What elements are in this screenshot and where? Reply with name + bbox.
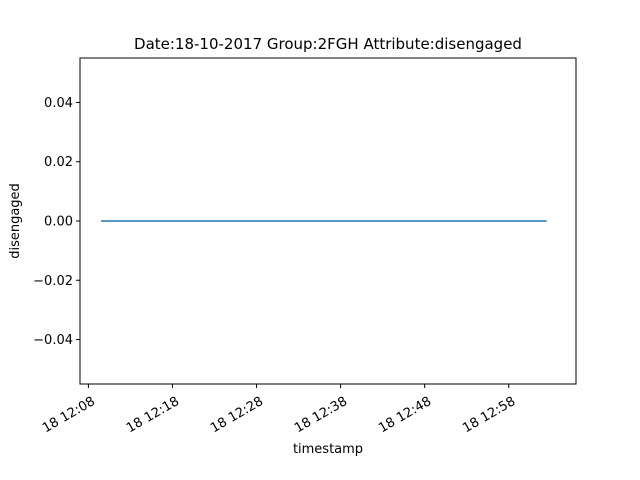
y-axis-label: disengaged bbox=[8, 183, 23, 259]
chart-title: Date:18-10-2017 Group:2FGH Attribute:dis… bbox=[134, 35, 522, 53]
axes-frame bbox=[79, 57, 577, 385]
y-tick-label: 0.04 bbox=[44, 96, 73, 111]
y-tick-label: 0.00 bbox=[44, 215, 73, 230]
y-axis: 0.04 0.02 0.00 −0.02 −0.04 bbox=[33, 96, 80, 348]
y-tick-label: −0.04 bbox=[33, 333, 73, 348]
y-tick-label: 0.02 bbox=[44, 155, 73, 170]
y-tick-label: −0.02 bbox=[33, 274, 73, 289]
x-axis-label: timestamp bbox=[293, 442, 363, 457]
